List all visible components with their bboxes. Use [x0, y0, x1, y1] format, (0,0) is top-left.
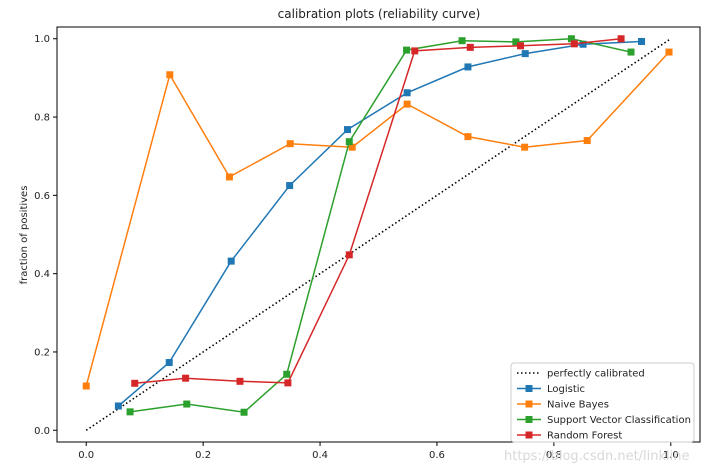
y-tick-label: 0.4 [34, 269, 50, 280]
legend: perfectly calibrated Logistic Naive Bayes S… [510, 362, 695, 443]
data-point [411, 47, 419, 55]
legend-marker [525, 416, 533, 423]
x-tick-label: 0.8 [546, 450, 562, 461]
data-point [284, 379, 292, 387]
series-line-0 [85, 38, 672, 431]
data-point [570, 40, 578, 48]
data-point [464, 63, 472, 71]
data-point [286, 182, 294, 190]
axis-ticks: 0.0 0.2 0.4 0.6 0.8 1.0 0.0 0.2 0.4 0.6 0.8 1.0 [34, 34, 679, 461]
legend-label: Naive Bayes [547, 400, 609, 411]
data-point [458, 37, 466, 45]
data-point [579, 40, 587, 48]
data-point [517, 42, 525, 50]
data-point [345, 138, 353, 146]
data-point [403, 46, 411, 54]
data-point [617, 35, 625, 43]
series-line-4 [134, 37, 622, 385]
legend-box [510, 362, 695, 443]
y-tick-label: 1.0 [34, 34, 50, 45]
series-line-3 [129, 37, 632, 413]
data-point [286, 140, 294, 148]
data-point [403, 89, 411, 97]
data-point [348, 143, 356, 151]
data-point [165, 359, 173, 367]
data-point [567, 35, 575, 43]
x-tick-label: 0.4 [312, 450, 328, 461]
x-tick-label: 1.0 [663, 450, 679, 461]
data-point [236, 377, 244, 385]
data-point [227, 257, 235, 265]
data-point [126, 408, 134, 416]
plot-area [82, 35, 673, 431]
x-tick-label: 0.2 [195, 450, 211, 461]
x-tick-label: 0.6 [429, 450, 445, 461]
data-point [464, 133, 472, 141]
data-point [583, 137, 591, 145]
legend-marker [525, 400, 533, 408]
y-tick-label: 0.0 [34, 426, 50, 437]
legend-label: perfectly calibrated [547, 369, 645, 380]
watermark: https://blog.csdn.net/linkline [504, 449, 690, 464]
y-tick-label: 0.6 [34, 191, 50, 202]
legend-marker [525, 385, 533, 392]
data-point [521, 50, 529, 58]
data-point [638, 37, 646, 45]
data-point [183, 400, 191, 408]
data-point [344, 126, 352, 134]
y-tick-label: 0.2 [34, 347, 50, 358]
data-point [521, 143, 529, 151]
y-tick-label: 0.8 [34, 113, 50, 124]
series-line-2 [85, 51, 670, 387]
data-point [665, 48, 673, 56]
data-point [131, 379, 139, 387]
data-point [225, 173, 233, 181]
legend-label: Random Forest [547, 431, 622, 442]
data-point [240, 408, 248, 416]
data-point [345, 251, 353, 259]
legend-label: Support Vector Classification [547, 415, 691, 426]
legend-marker [525, 431, 533, 439]
data-point [114, 402, 122, 410]
plot-frame [56, 26, 701, 443]
data-point [403, 100, 411, 108]
legend-label: Logistic [547, 384, 585, 395]
series-line-1 [117, 40, 642, 407]
data-point [627, 48, 635, 56]
data-point [512, 38, 520, 46]
data-point [283, 370, 291, 378]
data-point [466, 43, 474, 51]
data-point [82, 382, 90, 390]
chart-title: calibration plots (reliability curve) [278, 7, 481, 21]
data-point [166, 71, 174, 79]
x-tick-label: 0.0 [78, 450, 94, 461]
y-axis-label: fraction of positives [19, 186, 30, 285]
data-point [182, 374, 190, 382]
